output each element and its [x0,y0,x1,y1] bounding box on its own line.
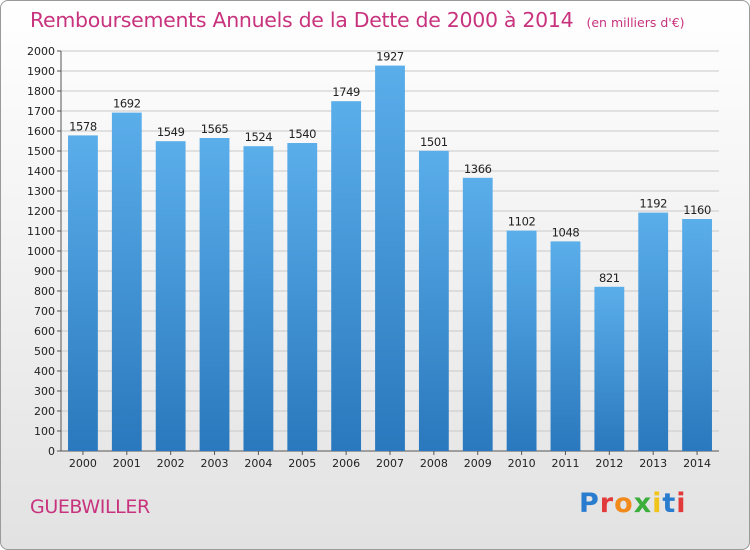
y-tick-label: 1100 [27,225,55,238]
x-tick-label: 2013 [639,457,667,470]
y-tick-label: 1700 [27,105,55,118]
x-tick-label: 2012 [595,457,623,470]
y-tick-label: 1500 [27,145,55,158]
x-tick-label: 2014 [683,457,711,470]
x-tick-label: 2002 [157,457,185,470]
bar-2007[interactable] [375,65,405,451]
y-tick-label: 1900 [27,65,55,78]
value-label: 1192 [639,197,667,211]
x-tick-label: 2000 [69,457,97,470]
bar-2008[interactable] [418,150,449,452]
bar-2013[interactable] [638,212,669,451]
bar-2009[interactable] [462,177,493,452]
chart-title: Remboursements Annuels de la Dette de 20… [30,8,685,32]
bar-2010[interactable] [506,230,537,451]
value-label: 1501 [420,135,448,149]
y-tick-label: 1800 [27,85,55,98]
value-label: 1578 [69,119,97,133]
value-label: 1540 [288,127,316,141]
bar-2006[interactable] [331,101,362,451]
bar-2014[interactable] [682,219,712,451]
y-tick-label: 1400 [27,165,55,178]
bar-2000[interactable] [68,135,98,451]
x-tick-label: 2001 [113,457,141,470]
bar-2012[interactable] [594,286,625,451]
bar-2001[interactable] [111,112,142,451]
x-tick-label: 2003 [201,457,229,470]
y-tick-label: 0 [48,445,55,458]
city-name: GUEBWILLER [30,496,150,518]
value-label: 1524 [245,130,273,144]
title-text: Remboursements Annuels de la Dette de 20… [30,8,574,32]
proxiti-logo[interactable]: Proxiti [579,488,687,519]
value-label: 1692 [113,97,141,111]
y-tick-label: 900 [34,265,55,278]
bar-2011[interactable] [550,241,581,451]
value-label: 1749 [332,85,360,99]
y-tick-label: 700 [34,305,55,318]
y-tick-label: 300 [34,385,55,398]
y-tick-label: 400 [34,365,55,378]
y-tick-label: 1200 [27,205,55,218]
y-tick-label: 200 [34,405,55,418]
bar-2002[interactable] [155,141,186,451]
value-label: 1366 [464,162,492,176]
y-tick-label: 500 [34,345,55,358]
y-tick-label: 1600 [27,125,55,138]
x-tick-label: 2010 [508,457,536,470]
bar-2004[interactable] [243,146,274,451]
value-label: 821 [599,271,620,285]
title-unit: (en milliers d'€) [586,15,685,30]
x-tick-label: 2008 [420,457,448,470]
x-tick-label: 2009 [464,457,492,470]
value-label: 1549 [157,125,185,139]
x-tick-label: 2007 [376,457,404,470]
bar-2005[interactable] [287,143,318,451]
y-tick-label: 100 [34,425,55,438]
x-tick-label: 2006 [332,457,360,470]
value-label: 1048 [552,225,580,239]
x-tick-label: 2004 [244,457,272,470]
y-tick-label: 1000 [27,245,55,258]
y-tick-label: 2000 [27,45,55,58]
bar-2003[interactable] [199,138,230,451]
value-label: 1160 [683,203,711,217]
y-tick-label: 600 [34,325,55,338]
value-label: 1565 [201,122,229,136]
x-tick-label: 2011 [551,457,579,470]
value-label: 1927 [376,50,404,64]
y-tick-label: 1300 [27,185,55,198]
value-label: 1102 [508,215,536,229]
y-tick-label: 800 [34,285,55,298]
x-tick-label: 2005 [288,457,316,470]
